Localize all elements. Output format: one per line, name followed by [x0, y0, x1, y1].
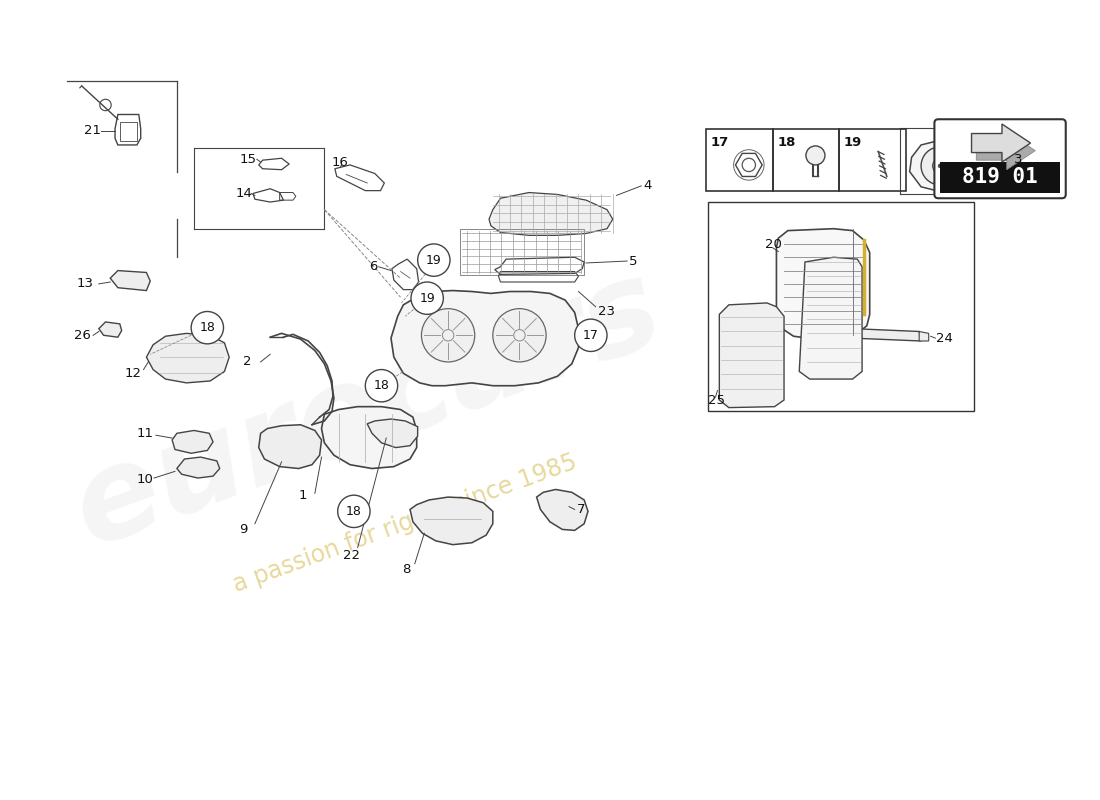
Text: 18: 18 — [374, 379, 389, 392]
Circle shape — [421, 309, 475, 362]
Text: 10: 10 — [136, 474, 154, 486]
Polygon shape — [367, 419, 418, 447]
Circle shape — [806, 146, 825, 165]
Polygon shape — [800, 258, 862, 379]
Text: 21: 21 — [84, 124, 100, 137]
Text: 15: 15 — [240, 153, 256, 166]
Text: 12: 12 — [124, 367, 142, 380]
Polygon shape — [410, 497, 493, 545]
Polygon shape — [910, 141, 970, 190]
Text: 19: 19 — [426, 254, 442, 266]
Text: 22: 22 — [343, 549, 361, 562]
FancyBboxPatch shape — [934, 119, 1066, 198]
Text: 4: 4 — [644, 179, 651, 192]
Polygon shape — [537, 490, 588, 530]
Polygon shape — [172, 430, 213, 454]
Text: eurocars: eurocars — [57, 247, 678, 572]
Text: 5: 5 — [629, 254, 637, 267]
Polygon shape — [390, 290, 579, 386]
Text: 18: 18 — [778, 136, 795, 150]
Text: 6: 6 — [370, 260, 377, 274]
Text: 3: 3 — [1014, 153, 1023, 166]
Polygon shape — [146, 334, 229, 383]
Polygon shape — [777, 229, 870, 339]
Circle shape — [365, 370, 398, 402]
Text: 17: 17 — [583, 329, 598, 342]
Text: 8: 8 — [403, 563, 410, 576]
Circle shape — [933, 158, 948, 174]
Circle shape — [574, 319, 607, 351]
Polygon shape — [852, 329, 921, 341]
Text: 7: 7 — [576, 503, 585, 516]
Text: 1: 1 — [299, 489, 307, 502]
Circle shape — [191, 311, 223, 344]
Text: 2: 2 — [243, 355, 252, 369]
Circle shape — [338, 495, 370, 527]
Text: 17: 17 — [711, 136, 729, 150]
Circle shape — [938, 164, 942, 168]
Text: 23: 23 — [597, 305, 615, 318]
Circle shape — [411, 282, 443, 314]
Text: 20: 20 — [764, 238, 782, 251]
Text: 19: 19 — [844, 136, 862, 150]
Text: 13: 13 — [77, 278, 94, 290]
Polygon shape — [971, 124, 1031, 162]
Text: 16: 16 — [332, 155, 349, 169]
Text: 24: 24 — [936, 332, 954, 345]
Text: 819 01: 819 01 — [962, 167, 1038, 187]
Polygon shape — [977, 132, 1035, 170]
Text: 26: 26 — [74, 329, 91, 342]
Text: 25: 25 — [708, 394, 725, 406]
Polygon shape — [177, 457, 220, 478]
Polygon shape — [258, 425, 321, 469]
Polygon shape — [110, 270, 151, 290]
Polygon shape — [490, 193, 613, 235]
Text: 19: 19 — [419, 292, 435, 305]
Polygon shape — [719, 303, 784, 408]
Circle shape — [921, 147, 959, 185]
FancyBboxPatch shape — [940, 162, 1060, 193]
Text: 18: 18 — [345, 505, 362, 518]
Polygon shape — [99, 322, 122, 337]
Text: a passion for rights since 1985: a passion for rights since 1985 — [230, 450, 581, 598]
Text: 18: 18 — [199, 321, 216, 334]
Polygon shape — [920, 331, 928, 341]
Circle shape — [493, 309, 546, 362]
Text: 11: 11 — [136, 427, 154, 440]
Circle shape — [418, 244, 450, 276]
Text: 9: 9 — [239, 523, 248, 536]
Polygon shape — [321, 406, 417, 469]
Text: 14: 14 — [235, 187, 253, 200]
